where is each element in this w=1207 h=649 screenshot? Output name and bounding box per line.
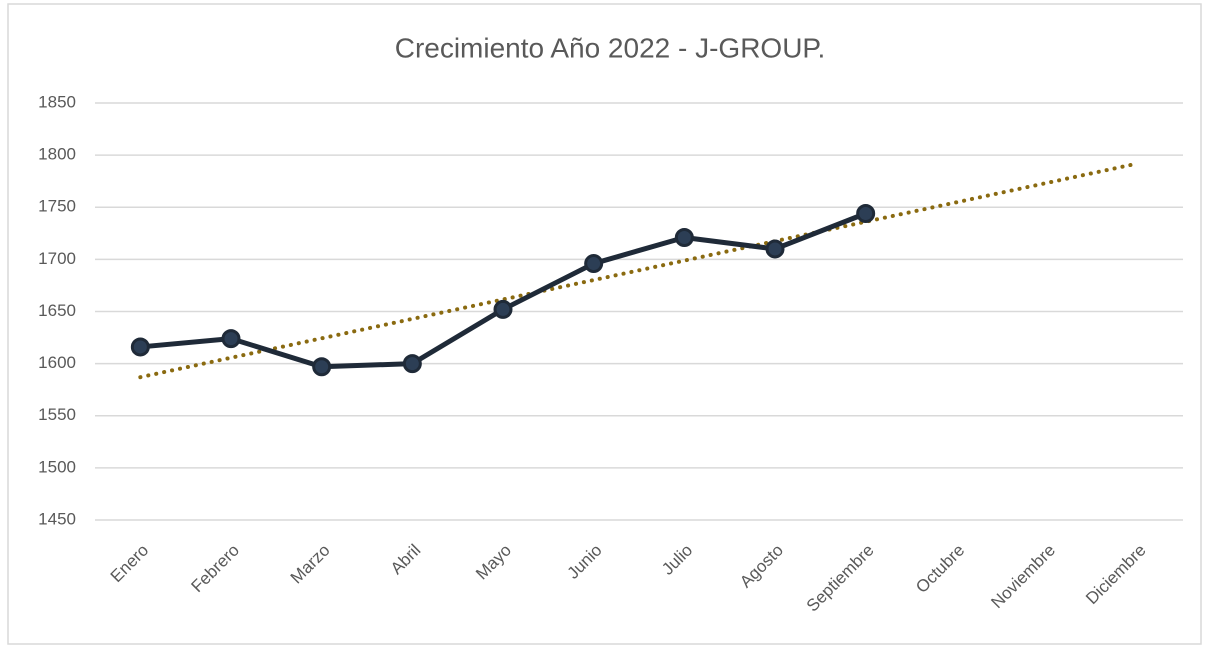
point-marker [221, 329, 241, 349]
point-marker [312, 357, 332, 377]
trendline [138, 161, 1140, 380]
y-tick-label: 1450 [38, 509, 76, 528]
point-marker [584, 254, 604, 274]
point-marker [493, 299, 513, 319]
point-marker [674, 227, 694, 247]
point-marker [402, 354, 422, 374]
y-tick-label: 1550 [38, 405, 76, 424]
chart-title: Crecimiento Año 2022 - J-GROUP. [395, 32, 826, 63]
point-marker [130, 337, 150, 357]
y-tick-label: 1700 [38, 249, 76, 268]
y-tick-label: 1600 [38, 353, 76, 372]
point-marker [765, 239, 785, 259]
point-marker [856, 204, 876, 224]
y-tick-label: 1800 [38, 145, 76, 164]
y-tick-label: 1500 [38, 457, 76, 476]
y-tick-label: 1750 [38, 197, 76, 216]
chart-border [7, 3, 1202, 645]
y-tick-label: 1850 [38, 92, 76, 111]
y-tick-label: 1650 [38, 301, 76, 320]
